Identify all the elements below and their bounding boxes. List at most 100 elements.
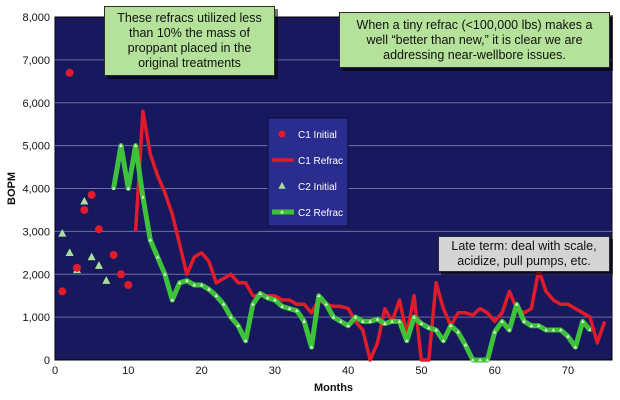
- c2-refrac-point: [324, 302, 328, 306]
- c2-refrac-point: [375, 317, 380, 321]
- c2-refrac-point: [412, 315, 416, 319]
- series-c2-refrac-line: [111, 143, 592, 363]
- x-axis-ticks: 0 10 20 30 40 50 60 70: [52, 365, 574, 377]
- y-tick-label: 2,000: [22, 269, 50, 281]
- c2-refrac-point: [368, 319, 372, 323]
- y-axis-label: BOPM: [6, 172, 18, 205]
- c1-initial-point: [87, 190, 96, 199]
- c2-refrac-point: [507, 327, 512, 332]
- legend-c1-initial-marker: [278, 130, 286, 138]
- c2-refrac-point: [155, 255, 160, 259]
- c2-initial-point: [58, 229, 67, 237]
- c2-initial-point: [102, 276, 111, 284]
- c2-initial-point: [65, 248, 74, 256]
- c2-refrac-point: [514, 302, 519, 306]
- c2-initial-point: [80, 196, 89, 205]
- c1-initial-point: [58, 287, 67, 296]
- c2-refrac-point: [573, 345, 578, 349]
- c1-initial-point: [109, 250, 118, 259]
- y-tick-label: 6,000: [22, 98, 50, 110]
- c2-refrac-point: [478, 358, 482, 362]
- c2-refrac-point: [111, 186, 116, 190]
- c2-refrac-point: [544, 327, 548, 332]
- legend-label: C1 Initial: [298, 130, 337, 141]
- c2-initial-point: [87, 252, 96, 261]
- y-tick-label: 7,000: [22, 55, 50, 67]
- c2-refrac-point: [273, 297, 277, 302]
- c2-refrac-point: [207, 287, 211, 291]
- y-tick-label: 5,000: [22, 141, 50, 153]
- annotation-near-wellbore: When a tiny refrac (<100,000 lbs) makes …: [339, 12, 610, 68]
- c2-refrac-point: [500, 319, 504, 323]
- c2-refrac-point: [353, 315, 358, 319]
- y-tick-label: 0: [44, 355, 50, 367]
- c2-refrac-point: [426, 325, 431, 330]
- c2-refrac-point: [536, 323, 541, 328]
- c2-refrac-point: [265, 295, 270, 300]
- c2-refrac-point: [280, 304, 284, 308]
- c1-initial-point: [94, 225, 103, 234]
- c2-refrac-point: [456, 330, 460, 334]
- c2-refrac-point: [214, 293, 219, 298]
- annotation-proppant: These refracs utilized less than 10% the…: [104, 6, 275, 76]
- c2-refrac-point: [295, 308, 299, 313]
- x-axis-label: Months: [314, 382, 353, 394]
- c1-initial-point: [124, 280, 133, 289]
- c2-refrac-point: [185, 278, 189, 283]
- c2-refrac-point: [133, 143, 138, 148]
- legend-label: C1 Refrac: [298, 156, 343, 167]
- c2-refrac-point: [580, 319, 585, 323]
- c2-refrac-point: [302, 319, 306, 323]
- c2-refrac-point: [119, 143, 123, 148]
- c2-refrac-point: [192, 282, 197, 287]
- y-tick-label: 4,000: [22, 184, 50, 196]
- c2-refrac-point: [390, 319, 394, 323]
- c2-refrac-point: [463, 342, 468, 347]
- c2-refrac-point: [566, 334, 570, 338]
- c2-refrac-point: [361, 319, 365, 323]
- x-tick-label: 70: [562, 365, 574, 377]
- legend-c2-refrac-point: [280, 210, 284, 214]
- x-tick-label: 30: [269, 365, 281, 377]
- c2-refrac-point: [199, 282, 204, 287]
- legend-label: C2 Refrac: [298, 208, 343, 219]
- c2-refrac-point: [236, 323, 241, 328]
- c2-refrac-point: [221, 302, 226, 306]
- c2-refrac-point: [331, 315, 336, 319]
- annotation-late-term: Late term: deal with scale, acidize, pul…: [438, 236, 610, 272]
- c2-refrac-point: [558, 327, 563, 332]
- c2-refrac-point: [485, 358, 490, 362]
- series-c1-refrac-line: [133, 109, 607, 362]
- y-tick-label: 3,000: [22, 226, 50, 238]
- c2-refrac-point: [522, 319, 526, 323]
- c2-refrac-point: [309, 345, 314, 349]
- c2-refrac-point: [339, 319, 343, 323]
- c2-refrac-point: [470, 358, 475, 362]
- x-tick-label: 20: [195, 365, 207, 377]
- legend-label: C2 Initial: [298, 182, 337, 193]
- c2-initial-point: [94, 261, 104, 269]
- c1-initial-point: [116, 270, 125, 279]
- c1-initial-point: [80, 205, 89, 214]
- c2-refrac-point: [383, 321, 387, 325]
- c2-refrac-point: [588, 327, 592, 332]
- y-tick-label: 8,000: [22, 12, 50, 24]
- x-tick-label: 10: [122, 365, 134, 377]
- c2-refrac-point: [397, 319, 402, 323]
- c1-initial-point: [72, 263, 81, 272]
- c2-refrac-point: [441, 338, 446, 343]
- c2-refrac-point: [317, 293, 321, 298]
- c2-refrac-point: [148, 237, 153, 242]
- c2-refrac-point: [492, 330, 497, 334]
- c2-refrac-point: [163, 272, 167, 276]
- c2-refrac-point: [551, 327, 556, 332]
- x-tick-label: 40: [342, 365, 354, 377]
- legend-c2-initial-marker: [278, 182, 286, 189]
- c2-refrac-point: [287, 306, 292, 310]
- c2-refrac-point: [177, 280, 182, 285]
- legend: C1 Initial C1 Refrac C2 Initial C2 Refrac: [267, 117, 349, 227]
- series-layer: [58, 68, 607, 363]
- c2-refrac-point: [404, 338, 409, 343]
- c2-refrac-point: [251, 302, 255, 306]
